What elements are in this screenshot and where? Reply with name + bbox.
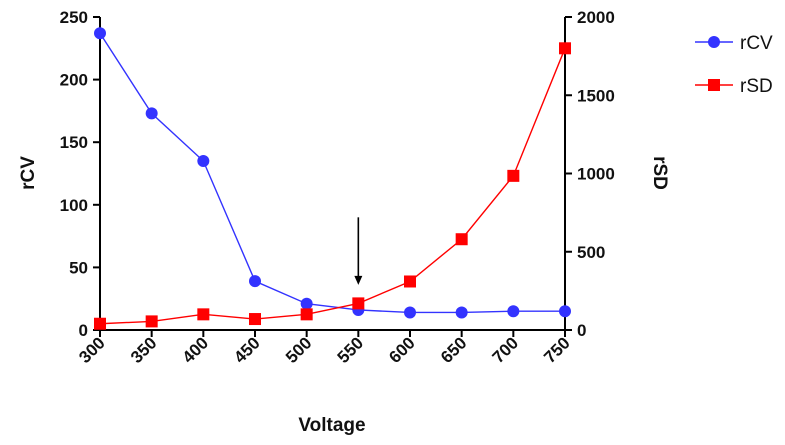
rsd-point [300, 308, 313, 321]
rcv-point [559, 305, 571, 318]
rsd-point [352, 297, 365, 310]
left-y-tick-label: 100 [60, 196, 88, 215]
legend-rcv-label: rCV [740, 33, 773, 54]
left-y-axis-title: rCV [18, 156, 39, 190]
rcv-point [455, 306, 468, 319]
x-tick-label: 400 [179, 333, 212, 366]
rsd-point [197, 308, 210, 321]
rsd-point [249, 313, 261, 326]
x-tick-label: 750 [540, 333, 573, 366]
right-y-tick-label: 500 [577, 243, 605, 262]
x-tick-label: 550 [334, 333, 367, 366]
left-y-tick-label: 150 [60, 133, 88, 152]
rsd-point [404, 275, 416, 288]
x-tick-label: 600 [385, 333, 418, 366]
right-y-tick-label: 1500 [577, 86, 615, 105]
rsd-point [455, 233, 468, 246]
legend-rcv-marker [708, 36, 720, 48]
left-y-tick-label: 250 [60, 8, 88, 27]
left-y-tick-label: 0 [79, 321, 88, 340]
x-tick-label: 450 [230, 333, 263, 366]
rcv-point [249, 275, 261, 288]
x-axis-title: Voltage [298, 415, 365, 436]
rsd-point [559, 42, 571, 55]
x-tick-label: 500 [282, 333, 315, 366]
rcv-point [507, 305, 520, 318]
rsd-line [99, 48, 566, 325]
x-tick-label: 700 [489, 333, 522, 366]
legend-rsd-marker [708, 79, 720, 91]
x-tick-label: 350 [127, 333, 160, 366]
rcv-point [300, 297, 313, 310]
right-y-tick-label: 0 [577, 321, 586, 340]
right-y-tick-label: 1000 [577, 165, 615, 184]
left-y-tick-label: 50 [69, 258, 88, 277]
right-y-tick-label: 2000 [577, 8, 615, 27]
legend-rsd-label: rSD [740, 76, 773, 97]
rcv-point [94, 27, 106, 40]
rcv-point [197, 154, 210, 167]
right-y-axis-title: rSD [649, 156, 670, 190]
left-y-tick-label: 200 [60, 71, 88, 90]
x-tick-label: 650 [437, 333, 470, 366]
rcv-point [404, 306, 416, 319]
annotation-arrow-head [354, 275, 363, 285]
rsd-point [145, 315, 158, 328]
rsd-point [507, 169, 520, 182]
rsd-point [94, 317, 106, 330]
rcv-line [99, 32, 565, 314]
rcv-point [145, 107, 158, 120]
